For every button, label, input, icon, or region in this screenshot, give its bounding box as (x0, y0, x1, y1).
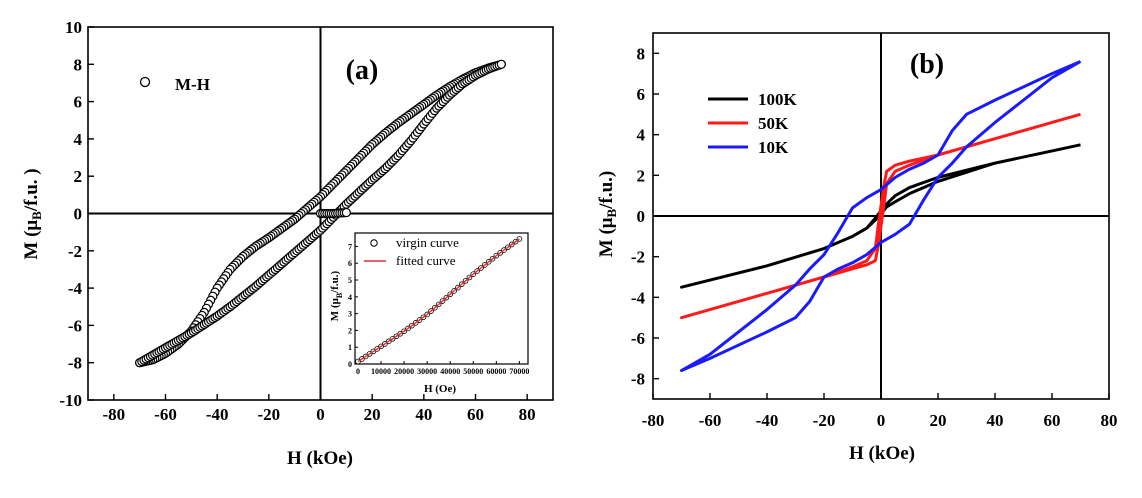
x-tick-label-b: 60 (1044, 411, 1061, 430)
x-tick-label-a: 80 (519, 405, 536, 424)
y-tick-label-b: -6 (631, 329, 645, 348)
inset-x-tick-label: 60000 (486, 367, 506, 376)
legend-a: M-H (139, 75, 210, 94)
inset-y-tick-label: 5 (348, 276, 352, 285)
y-tick-label-a: 10 (65, 18, 82, 37)
y-tick-label-a: -10 (59, 391, 82, 410)
x-tick-label-a: 0 (316, 405, 325, 424)
legend-label-100K: 100K (758, 90, 798, 109)
inset-plot: 0 10000 20000 30000 40000 50000 60000 70000 0 1 2 3… (329, 232, 529, 395)
x-tick-label-a: -40 (206, 405, 229, 424)
y-axis-label-a: M (μB/f.u. ) (21, 168, 44, 259)
inset-y-tick-label: 0 (348, 360, 352, 369)
inset-y-tick-label: 6 (348, 259, 352, 268)
inset-y-tick-label: 2 (348, 326, 352, 335)
x-tick-label-a: -20 (257, 405, 280, 424)
legend-b: 100K 50K 10K (708, 90, 798, 157)
x-tick-label-b: -40 (756, 411, 779, 430)
legend-a-marker (139, 76, 151, 88)
legend-label-50K: 50K (758, 114, 789, 133)
x-tick-label-b: 40 (987, 411, 1004, 430)
inset-x-label: H (Oe) (424, 383, 456, 395)
y-tick-label-b: -4 (631, 288, 646, 307)
inset-x-tick-label: 10000 (371, 367, 391, 376)
y-tick-label-b: 8 (637, 44, 646, 63)
y-tick-label-a: 4 (74, 130, 83, 149)
inset-x-tick-label: 50000 (463, 367, 483, 376)
x-tick-label-b: 0 (877, 411, 886, 430)
y-tick-label-a: -4 (68, 279, 83, 298)
y-tick-label-a: -2 (68, 242, 82, 261)
y-tick-label-b: -2 (631, 248, 645, 267)
y-tick-label-a: 0 (74, 205, 83, 224)
inset-y-tick-label: 3 (348, 310, 352, 319)
inset-legend: virgin curve fitted curve (364, 235, 459, 268)
panel-a: -80 -60 -40 -20 0 20 40 60 80-10-8-6-4-20246810 … (21, 18, 554, 469)
panel-b-label: (b) (910, 49, 944, 80)
inset-y-tick-label: 4 (348, 293, 352, 302)
legend-a-label: M-H (175, 75, 210, 94)
inset-y-tick-label: 7 (348, 242, 352, 251)
x-tick-label-b: 80 (1101, 411, 1118, 430)
x-axis-label-a: H (kOe) (287, 448, 353, 469)
inset-legend-virgin: virgin curve (396, 235, 459, 250)
legend-label-10K: 10K (758, 138, 789, 157)
inset-x-tick-label: 40000 (440, 367, 460, 376)
inset-y-tick-label: 1 (348, 343, 352, 352)
loop-10K (680, 60, 1082, 373)
y-tick-label-a: 6 (74, 93, 83, 112)
y-tick-label-a: 2 (74, 167, 83, 186)
y-tick-label-a: -6 (68, 316, 82, 335)
inset-legend-fitted: fitted curve (396, 253, 456, 268)
x-tick-label-b: -80 (642, 411, 665, 430)
x-tick-label-a: -60 (154, 405, 177, 424)
mh-data-point (496, 59, 506, 69)
y-tick-label-a: 8 (74, 55, 83, 74)
y-tick-label-b: -8 (631, 370, 645, 389)
loop-100K (680, 143, 1081, 289)
y-tick-label-b: 6 (637, 85, 646, 104)
x-tick-label-b: -60 (699, 411, 722, 430)
mh-data-point (341, 207, 351, 218)
inset-y-label: M (μB/f.u.) (329, 270, 344, 321)
y-tick-label-b: 2 (637, 166, 646, 185)
inset-x-tick-label: 20000 (394, 367, 414, 376)
x-axis-label-b: H (kOe) (849, 443, 915, 464)
inset-fitted-curve (357, 238, 520, 363)
y-tick-label-b: 0 (637, 207, 646, 226)
inset-x-tick-label: 0 (356, 367, 360, 376)
y-tick-label-a: -8 (68, 354, 82, 373)
inset-x-tick-label: 70000 (509, 367, 529, 376)
panel-a-label: (a) (346, 55, 379, 86)
inset-x-tick-label: 30000 (417, 367, 437, 376)
x-tick-label-a: -80 (102, 405, 125, 424)
y-tick-label-b: 4 (637, 126, 646, 145)
y-axis-label-b: M (μB/f.u.) (596, 171, 619, 257)
loop-50K (680, 112, 1081, 320)
x-tick-label-a: 20 (364, 405, 381, 424)
x-tick-label-a: 60 (467, 405, 484, 424)
inset-legend-marker-virgin (370, 239, 378, 247)
x-tick-label-b: -20 (813, 411, 836, 430)
x-tick-label-b: 20 (930, 411, 947, 430)
x-tick-label-a: 40 (415, 405, 432, 424)
